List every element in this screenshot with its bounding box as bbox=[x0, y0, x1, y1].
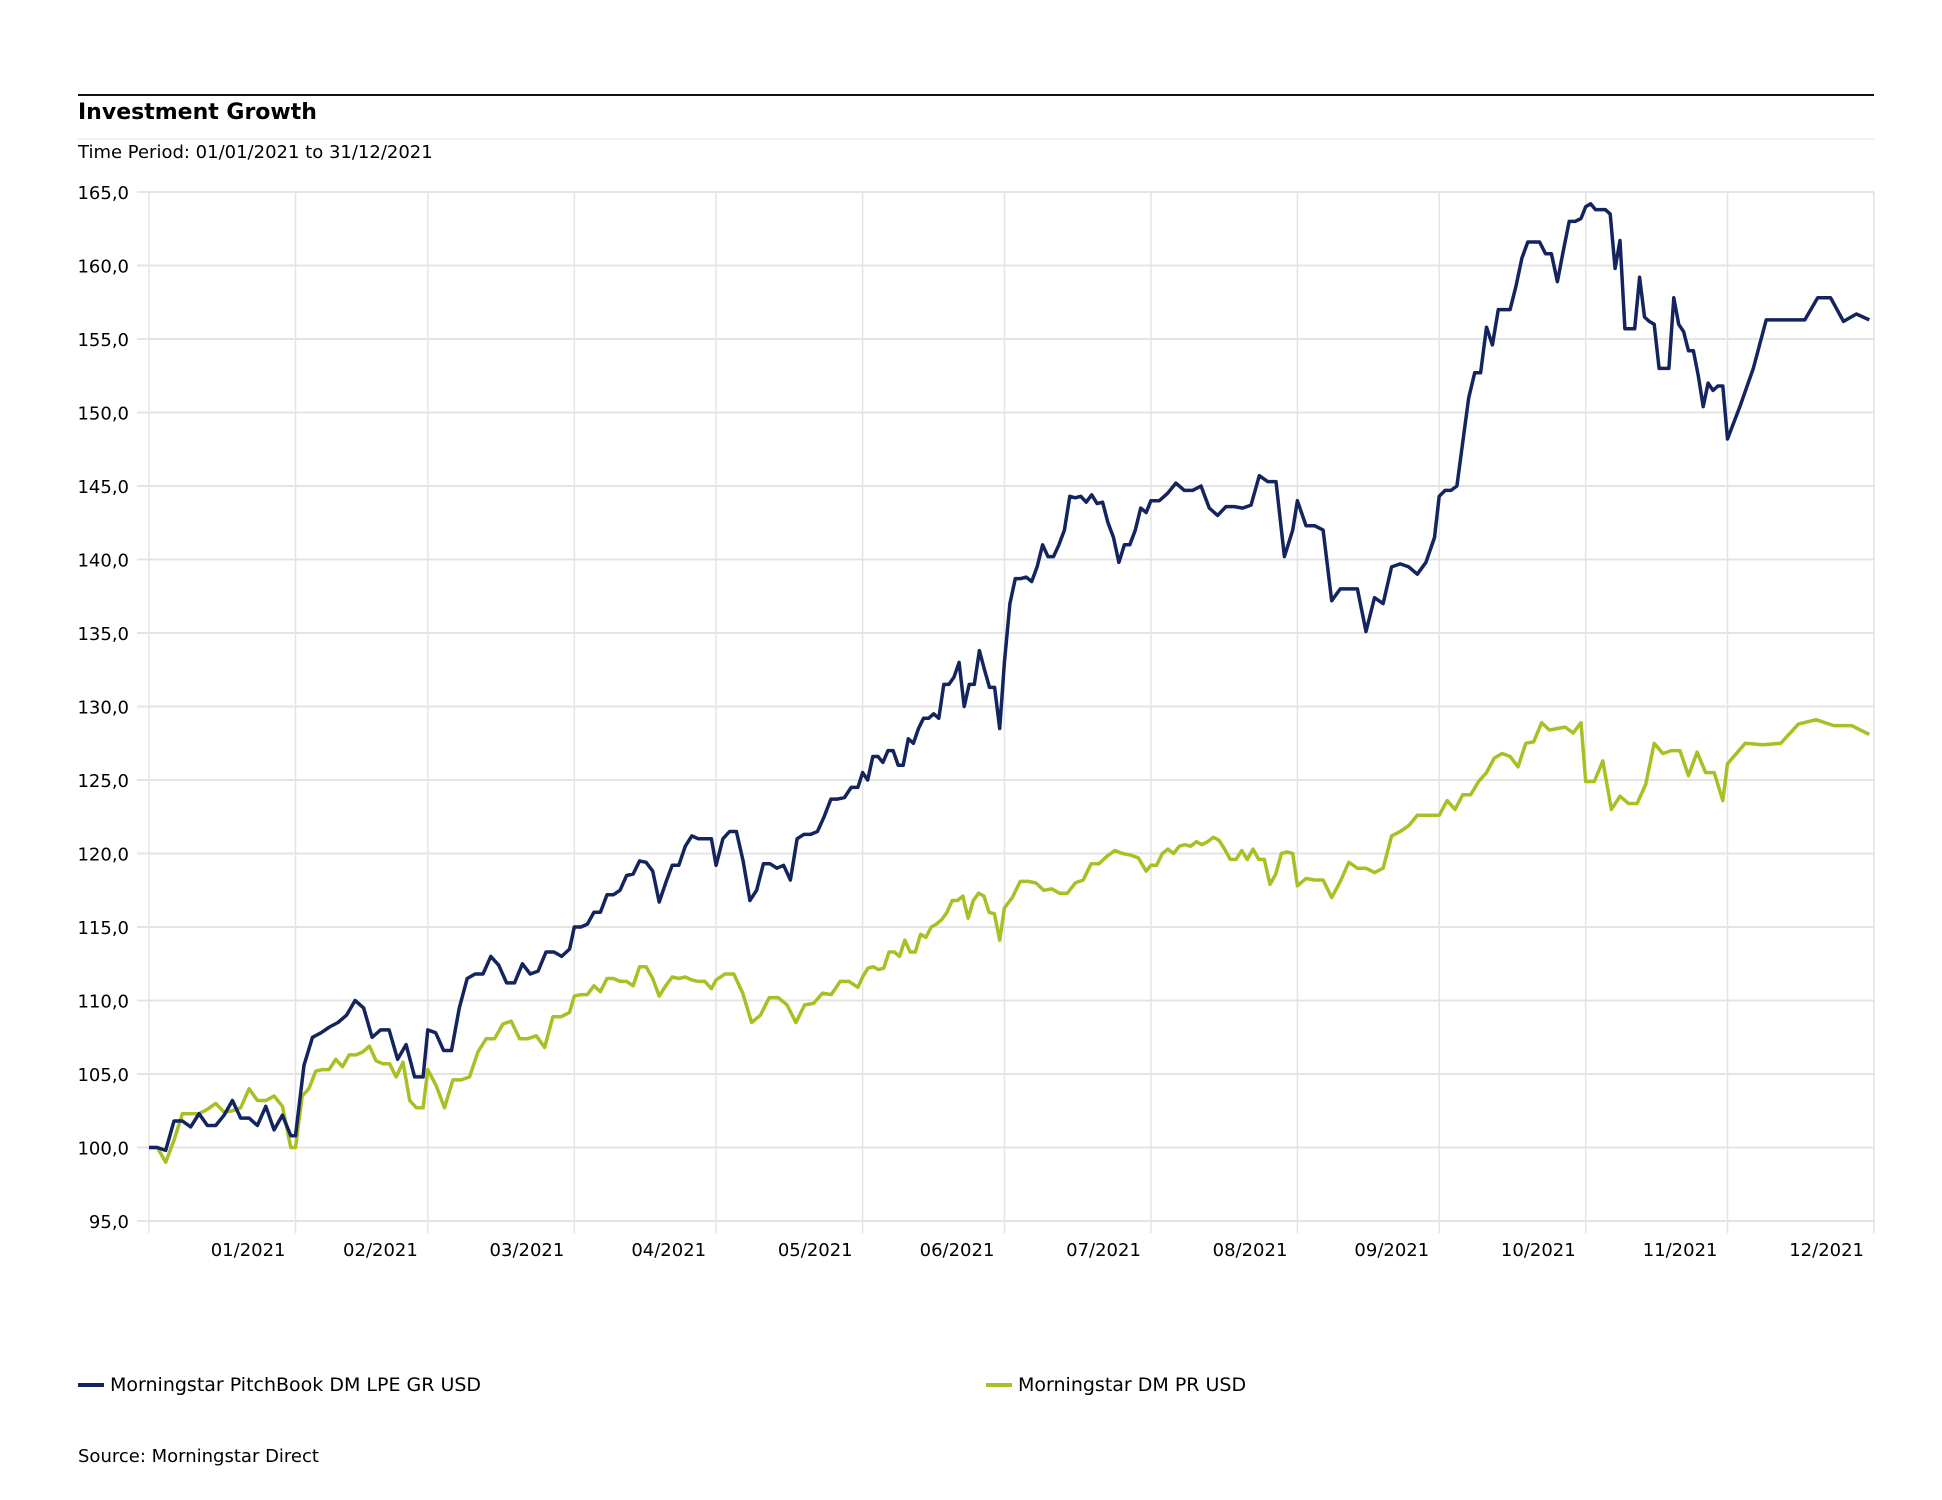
x-tick-label: 10/2021 bbox=[1501, 1240, 1576, 1261]
y-tick-label: 110,0 bbox=[77, 992, 129, 1013]
y-tick-label: 105,0 bbox=[77, 1065, 129, 1086]
y-tick-label: 115,0 bbox=[77, 918, 129, 939]
x-tick-label: 01/2021 bbox=[211, 1240, 286, 1261]
x-tick-label: 12/2021 bbox=[1789, 1240, 1864, 1261]
source-note: Source: Morningstar Direct bbox=[78, 1446, 319, 1467]
y-tick-label: 150,0 bbox=[77, 404, 129, 425]
x-tick-label: 11/2021 bbox=[1643, 1240, 1718, 1261]
y-tick-label: 145,0 bbox=[77, 477, 129, 498]
y-tick-label: 95,0 bbox=[89, 1212, 129, 1233]
x-tick-label: 05/2021 bbox=[778, 1240, 853, 1261]
x-tick-label: 04/2021 bbox=[631, 1240, 706, 1261]
x-tick-label: 08/2021 bbox=[1213, 1240, 1288, 1261]
x-tick-label: 09/2021 bbox=[1354, 1240, 1429, 1261]
y-tick-label: 140,0 bbox=[77, 551, 129, 572]
y-tick-label: 100,0 bbox=[77, 1139, 129, 1160]
y-tick-label: 160,0 bbox=[77, 257, 129, 278]
series-line bbox=[149, 717, 1871, 1164]
legend-item-pitchbook: Morningstar PitchBook DM LPE GR USD bbox=[78, 1374, 481, 1396]
legend-swatch-green bbox=[986, 1383, 1012, 1387]
x-tick-label: 07/2021 bbox=[1066, 1240, 1141, 1261]
y-tick-label: 155,0 bbox=[77, 330, 129, 351]
y-tick-label: 130,0 bbox=[77, 698, 129, 719]
time-period: Time Period: 01/01/2021 to 31/12/2021 bbox=[78, 142, 433, 163]
y-tick-label: 165,0 bbox=[77, 183, 129, 204]
x-tick-label: 02/2021 bbox=[343, 1240, 418, 1261]
y-tick-label: 135,0 bbox=[77, 624, 129, 645]
legend-label: Morningstar PitchBook DM LPE GR USD bbox=[110, 1374, 482, 1396]
title-divider bbox=[78, 138, 1874, 140]
x-tick-label: 03/2021 bbox=[490, 1240, 565, 1261]
x-tick-label: 06/2021 bbox=[920, 1240, 995, 1261]
y-tick-label: 125,0 bbox=[77, 771, 129, 792]
legend-label: Morningstar DM PR USD bbox=[1018, 1374, 1247, 1396]
legend-item-dm-pr: Morningstar DM PR USD bbox=[986, 1374, 1246, 1396]
header-rule bbox=[78, 94, 1874, 96]
y-tick-label: 120,0 bbox=[77, 845, 129, 866]
legend-swatch-navy bbox=[78, 1383, 104, 1387]
series-line bbox=[149, 202, 1871, 1153]
chart-title: Investment Growth bbox=[78, 100, 317, 125]
